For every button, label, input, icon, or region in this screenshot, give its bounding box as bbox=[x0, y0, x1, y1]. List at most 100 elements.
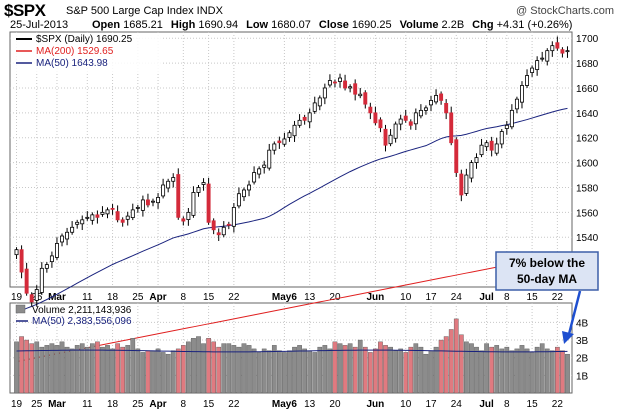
volume-bar bbox=[373, 348, 378, 394]
candle bbox=[176, 174, 181, 218]
candle bbox=[423, 107, 428, 111]
volume-bar bbox=[120, 346, 126, 394]
volume-bar bbox=[135, 348, 141, 394]
candle bbox=[373, 112, 378, 124]
volume-bar bbox=[443, 336, 449, 394]
x-tick-label: 19 bbox=[11, 292, 23, 303]
candle bbox=[545, 50, 550, 62]
volume-bar bbox=[115, 343, 120, 394]
candle bbox=[166, 180, 171, 189]
volume-bar bbox=[79, 343, 85, 394]
volume-bar bbox=[226, 343, 232, 394]
candle bbox=[247, 184, 252, 191]
price-tick-label: 1640 bbox=[576, 109, 599, 120]
candle bbox=[292, 124, 297, 137]
volume-bar bbox=[514, 348, 520, 394]
volume-bar bbox=[271, 345, 277, 394]
volume-bar bbox=[398, 348, 404, 394]
candle bbox=[439, 93, 444, 101]
x-tick-label-volume: Jun bbox=[367, 399, 385, 410]
x-tick-label-volume: 20 bbox=[329, 399, 341, 410]
annotation-text-line2: 50-day MA bbox=[517, 272, 577, 286]
candle bbox=[358, 93, 363, 97]
candle bbox=[418, 109, 423, 117]
candle bbox=[530, 67, 535, 73]
volume-bar bbox=[130, 338, 136, 394]
quote-bar: Open 1685.21 High 1690.94 Low 1680.07 Close 169… bbox=[92, 19, 580, 31]
candle bbox=[110, 207, 115, 210]
volume-bar bbox=[34, 341, 40, 394]
volume-bar bbox=[297, 345, 302, 394]
volume-tick-label: 3B bbox=[576, 336, 589, 347]
candle bbox=[156, 197, 161, 204]
volume-bar bbox=[44, 345, 50, 394]
volume-bar bbox=[236, 346, 242, 394]
volume-bar bbox=[499, 348, 505, 394]
candle bbox=[201, 182, 206, 185]
volume-bar bbox=[555, 346, 560, 394]
candle bbox=[231, 206, 236, 227]
x-tick-label: 15 bbox=[203, 292, 215, 303]
volume-bar bbox=[100, 346, 105, 394]
candle bbox=[161, 184, 166, 197]
candle bbox=[413, 112, 418, 125]
candle bbox=[252, 172, 257, 183]
x-tick-label: 8 bbox=[181, 292, 187, 303]
volume-bar bbox=[105, 345, 110, 394]
x-tick-label-volume: 11 bbox=[82, 399, 93, 410]
volume-bar bbox=[89, 343, 95, 394]
x-tick-label-volume: 22 bbox=[552, 399, 564, 410]
candle bbox=[44, 264, 49, 269]
price-tick-label: 1560 bbox=[576, 208, 599, 219]
x-tick-label-volume: 15 bbox=[527, 399, 539, 410]
candle bbox=[454, 139, 459, 173]
candle bbox=[484, 142, 489, 148]
ma50-line bbox=[16, 107, 568, 314]
volume-bar bbox=[448, 329, 454, 394]
volume-bar bbox=[342, 345, 348, 394]
candle bbox=[151, 200, 155, 203]
candle bbox=[242, 189, 246, 198]
quote-close-value: 1690.25 bbox=[351, 19, 392, 31]
x-tick-label: Apr bbox=[149, 292, 166, 303]
chart-symbol: $SPX bbox=[4, 1, 46, 20]
x-tick-label: 22 bbox=[228, 292, 240, 303]
candle bbox=[216, 232, 221, 236]
volume-bar bbox=[560, 350, 565, 394]
x-tick-label-volume: 19 bbox=[11, 399, 23, 410]
volume-bar bbox=[246, 345, 252, 394]
volume-bar bbox=[464, 341, 469, 394]
candle bbox=[226, 223, 231, 226]
volume-bar bbox=[125, 345, 131, 394]
quote-volume-label: Volume bbox=[399, 19, 439, 31]
volume-tick-label: 2B bbox=[576, 354, 589, 365]
candle bbox=[267, 149, 272, 169]
volume-bar bbox=[474, 346, 479, 394]
volume-bar bbox=[14, 341, 19, 394]
volume-bar bbox=[403, 352, 409, 394]
volume-bar bbox=[504, 346, 510, 394]
x-tick-label-volume: 8 bbox=[504, 399, 510, 410]
volume-tick-label: 4B bbox=[576, 318, 589, 329]
candle bbox=[520, 85, 524, 103]
candle bbox=[297, 119, 302, 126]
candle bbox=[550, 45, 555, 52]
volume-bar bbox=[489, 346, 495, 394]
candle bbox=[302, 116, 307, 121]
candle bbox=[70, 226, 75, 233]
price-tick-label: 1620 bbox=[576, 134, 599, 145]
x-tick-label-volume: 22 bbox=[228, 399, 240, 410]
quote-volume-value: 2.2B bbox=[441, 19, 465, 31]
candle bbox=[383, 128, 388, 146]
candle bbox=[171, 177, 176, 182]
candle bbox=[378, 119, 383, 129]
candle bbox=[65, 231, 70, 240]
x-tick-label: 25 bbox=[132, 292, 144, 303]
volume-bar bbox=[150, 350, 156, 394]
volume-bar bbox=[357, 339, 363, 394]
candle bbox=[499, 131, 504, 145]
candle bbox=[120, 219, 125, 223]
quote-close-label: Close bbox=[318, 19, 349, 31]
volume-bar bbox=[287, 350, 292, 394]
price-tick-label: 1580 bbox=[576, 183, 599, 194]
